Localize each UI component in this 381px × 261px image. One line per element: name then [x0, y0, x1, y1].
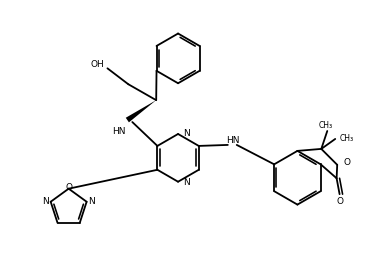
Text: O: O	[343, 158, 350, 167]
Text: N: N	[183, 178, 190, 187]
Polygon shape	[126, 100, 156, 122]
Text: O: O	[65, 183, 72, 192]
Text: N: N	[183, 129, 190, 139]
Text: HN: HN	[112, 127, 125, 137]
Text: CH₃: CH₃	[318, 121, 332, 129]
Text: N: N	[88, 197, 95, 206]
Text: CH₃: CH₃	[339, 134, 353, 144]
Text: OH: OH	[91, 60, 104, 69]
Text: HN: HN	[226, 137, 240, 145]
Text: N: N	[42, 197, 49, 206]
Text: O: O	[336, 197, 343, 206]
